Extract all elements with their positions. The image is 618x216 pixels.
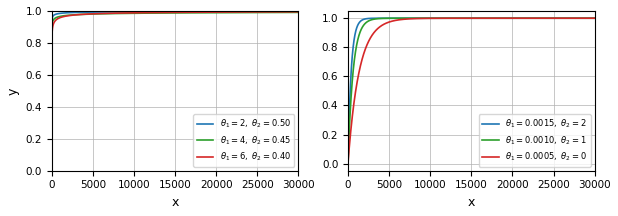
Y-axis label: y: y [7,87,20,95]
$\theta_1 = 6,\ \theta_2 = 0.40$ [102,12,109,15]
$\theta_1 = 2,\ \theta_2 = 0.50$ [48,30,56,33]
$\theta_1 = 0.0010,\ \theta_2 = 1$ [352,48,360,51]
$\theta_1 = 0.0015,\ \theta_2 = 2$ [468,17,476,19]
$\theta_1 = 0.0005,\ \theta_2 = 0$ [475,17,482,19]
Line: $\theta_1 = 2,\ \theta_2 = 0.50$: $\theta_1 = 2,\ \theta_2 = 0.50$ [52,11,298,32]
$\theta_1 = 0.0015,\ \theta_2 = 2$ [344,162,352,165]
$\theta_1 = 4,\ \theta_2 = 0.45$ [75,13,82,16]
$\theta_1 = 6,\ \theta_2 = 0.40$ [295,11,302,13]
$\theta_1 = 0.0015,\ \theta_2 = 2$ [371,17,379,19]
$\theta_1 = 0.0005,\ \theta_2 = 0$ [591,17,598,19]
$\theta_1 = 4,\ \theta_2 = 0.45$ [102,12,109,15]
$\theta_1 = 4,\ \theta_2 = 0.45$ [179,12,186,14]
$\theta_1 = 0.0005,\ \theta_2 = 0$ [371,30,379,33]
$\theta_1 = 4,\ \theta_2 = 0.45$ [48,38,56,41]
$\theta_1 = 6,\ \theta_2 = 0.40$ [179,11,186,14]
$\theta_1 = 0.0015,\ \theta_2 = 2$ [558,17,565,19]
$\theta_1 = 6,\ \theta_2 = 0.40$ [75,13,82,16]
$\theta_1 = 4,\ \theta_2 = 0.45$ [295,11,302,14]
$\theta_1 = 0.0010,\ \theta_2 = 1$ [371,18,379,20]
Line: $\theta_1 = 0.0005,\ \theta_2 = 0$: $\theta_1 = 0.0005,\ \theta_2 = 0$ [348,18,595,164]
$\theta_1 = 2,\ \theta_2 = 0.50$ [102,11,109,13]
Line: $\theta_1 = 0.0010,\ \theta_2 = 1$: $\theta_1 = 0.0010,\ \theta_2 = 1$ [348,18,595,163]
$\theta_1 = 0.0010,\ \theta_2 = 1$ [558,17,565,19]
$\theta_1 = 0.0015,\ \theta_2 = 2$ [404,17,411,19]
$\theta_1 = 0.0015,\ \theta_2 = 2$ [475,17,482,19]
Line: $\theta_1 = 0.0015,\ \theta_2 = 2$: $\theta_1 = 0.0015,\ \theta_2 = 2$ [348,18,595,163]
$\theta_1 = 4,\ \theta_2 = 0.45$ [108,12,115,15]
$\theta_1 = 2,\ \theta_2 = 0.50$ [262,10,269,13]
X-axis label: x: x [171,196,179,209]
$\theta_1 = 0.0015,\ \theta_2 = 2$ [352,30,360,32]
$\theta_1 = 0.0005,\ \theta_2 = 0$ [352,89,360,91]
$\theta_1 = 6,\ \theta_2 = 0.40$ [56,17,63,19]
Line: $\theta_1 = 4,\ \theta_2 = 0.45$: $\theta_1 = 4,\ \theta_2 = 0.45$ [52,12,298,40]
$\theta_1 = 4,\ \theta_2 = 0.45$ [262,11,269,14]
$\theta_1 = 0.0015,\ \theta_2 = 2$ [399,17,406,19]
$\theta_1 = 0.0010,\ \theta_2 = 1$ [475,17,482,19]
X-axis label: x: x [468,196,475,209]
$\theta_1 = 0.0010,\ \theta_2 = 1$ [543,17,551,19]
$\theta_1 = 0.0010,\ \theta_2 = 1$ [344,162,352,165]
Line: $\theta_1 = 6,\ \theta_2 = 0.40$: $\theta_1 = 6,\ \theta_2 = 0.40$ [52,12,298,62]
$\theta_1 = 2,\ \theta_2 = 0.50$ [75,11,82,14]
$\theta_1 = 6,\ \theta_2 = 0.40$ [48,61,56,64]
$\theta_1 = 0.0005,\ \theta_2 = 0$ [558,17,565,19]
$\theta_1 = 0.0005,\ \theta_2 = 0$ [404,18,411,20]
$\theta_1 = 6,\ \theta_2 = 0.40$ [108,12,115,14]
Legend: $\theta_1 = 0.0015,\ \theta_2 = 2$, $\theta_1 = 0.0010,\ \theta_2 = 1$, $\theta_: $\theta_1 = 0.0015,\ \theta_2 = 2$, $\th… [479,114,591,167]
$\theta_1 = 0.0005,\ \theta_2 = 0$ [399,18,406,21]
$\theta_1 = 2,\ \theta_2 = 0.50$ [108,11,115,13]
$\theta_1 = 0.0010,\ \theta_2 = 1$ [404,17,411,19]
$\theta_1 = 0.0005,\ \theta_2 = 0$ [344,162,352,165]
$\theta_1 = 2,\ \theta_2 = 0.50$ [56,12,63,15]
$\theta_1 = 0.0010,\ \theta_2 = 1$ [591,17,598,19]
$\theta_1 = 2,\ \theta_2 = 0.50$ [179,10,186,13]
$\theta_1 = 0.0015,\ \theta_2 = 2$ [591,17,598,19]
Legend: $\theta_1 = 2,\ \theta_2 = 0.50$, $\theta_1 = 4,\ \theta_2 = 0.45$, $\theta_1 = : $\theta_1 = 2,\ \theta_2 = 0.50$, $\thet… [193,114,294,167]
$\theta_1 = 0.0010,\ \theta_2 = 1$ [399,17,406,19]
$\theta_1 = 2,\ \theta_2 = 0.50$ [295,10,302,13]
$\theta_1 = 6,\ \theta_2 = 0.40$ [262,11,269,13]
$\theta_1 = 4,\ \theta_2 = 0.45$ [56,15,63,18]
